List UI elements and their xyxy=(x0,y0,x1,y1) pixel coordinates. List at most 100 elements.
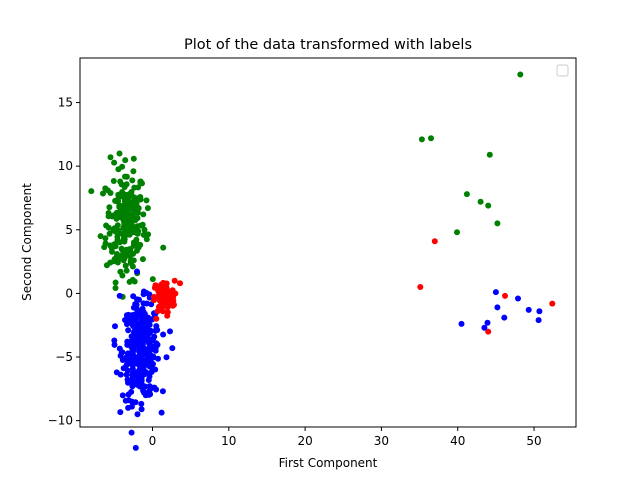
scatter-point xyxy=(130,304,137,311)
scatter-point xyxy=(155,293,162,300)
scatter-point xyxy=(106,204,113,211)
scatter-point xyxy=(137,373,144,380)
x-tick-label: 10 xyxy=(221,434,236,448)
scatter-point xyxy=(129,205,136,212)
y-tick-label: 15 xyxy=(58,96,73,110)
scatter-point xyxy=(134,223,141,230)
scatter-point xyxy=(115,166,122,173)
plot-frame xyxy=(79,57,577,428)
scatter-point xyxy=(417,284,424,290)
scatter-point xyxy=(170,294,177,301)
scatter-point xyxy=(112,197,119,204)
scatter-point xyxy=(117,371,124,378)
scatter-point xyxy=(107,242,114,249)
scatter-point xyxy=(133,236,140,243)
scatter-point xyxy=(137,194,144,200)
scatter-point xyxy=(112,323,118,330)
scatter-point xyxy=(140,358,147,365)
scatter-point xyxy=(105,224,112,231)
scatter-point xyxy=(116,345,123,352)
scatter-point xyxy=(131,184,138,191)
scatter-point xyxy=(117,352,124,359)
scatter-point xyxy=(122,157,129,164)
scatter-point xyxy=(102,235,109,242)
scatter-point xyxy=(116,239,123,246)
scatter-point xyxy=(130,155,137,162)
scatter-point xyxy=(536,308,543,315)
scatter-point xyxy=(130,293,137,300)
chart-title: Plot of the data transformed with labels xyxy=(184,37,472,53)
scatter-point xyxy=(155,355,161,362)
y-tick-label: −10 xyxy=(48,414,73,428)
scatter-point xyxy=(127,358,134,364)
y-axis-ticks: −10 −5 0 5 10 15 xyxy=(48,96,80,428)
scatter-point xyxy=(112,285,119,291)
scatter-point xyxy=(130,194,137,200)
scatter-point xyxy=(431,238,438,245)
scatter-point xyxy=(152,327,159,334)
scatter-point xyxy=(140,300,147,307)
scatter-point xyxy=(147,329,153,336)
scatter-point xyxy=(144,347,151,354)
scatter-point xyxy=(130,242,137,249)
scatter-point xyxy=(125,311,132,318)
scatter-point xyxy=(129,229,136,236)
scatter-point xyxy=(115,191,122,198)
scatter-point xyxy=(121,221,128,227)
scatter-point xyxy=(126,278,133,285)
scatter-point xyxy=(139,221,146,228)
scatter-point xyxy=(109,248,115,255)
scatter-point xyxy=(130,250,137,257)
scatter-point xyxy=(111,341,118,348)
scatter-point xyxy=(125,327,132,334)
scatter-point xyxy=(131,278,138,285)
scatter-point xyxy=(100,190,106,197)
scatter-point xyxy=(97,233,104,240)
scatter-point xyxy=(129,365,136,372)
scatter-point xyxy=(111,337,118,344)
scatter-point xyxy=(124,203,131,209)
scatter-point xyxy=(525,306,532,313)
scatter-point xyxy=(160,244,167,251)
scatter-point xyxy=(122,216,129,223)
scatter-point xyxy=(116,292,123,299)
scatter-point xyxy=(129,177,136,184)
scatter-point xyxy=(111,159,118,166)
legend-box xyxy=(556,64,569,77)
scatter-point xyxy=(88,188,95,195)
scatter-point xyxy=(116,150,123,157)
scatter-point xyxy=(502,292,508,299)
scatter-point xyxy=(169,287,176,294)
scatter-point xyxy=(104,187,111,194)
scatter-point xyxy=(141,311,148,317)
scatter-point xyxy=(428,135,434,142)
scatter-point xyxy=(120,257,127,264)
scatter-point xyxy=(151,297,157,304)
scatter-point xyxy=(486,151,493,158)
scatter-point xyxy=(138,406,145,413)
scatter-point xyxy=(128,189,135,195)
scatter-point xyxy=(494,220,501,227)
scatter-point xyxy=(123,267,130,274)
scatter-point xyxy=(481,324,488,331)
scatter-point xyxy=(477,198,484,205)
scatter-point xyxy=(117,268,124,275)
scatter-point xyxy=(143,236,150,243)
scatter-point xyxy=(128,429,135,436)
scatter-point xyxy=(132,325,139,332)
scatter-point xyxy=(125,379,131,386)
scatter-point xyxy=(113,215,120,222)
scatter-point xyxy=(177,280,183,287)
scatter-point xyxy=(169,345,176,352)
scatter-point xyxy=(107,259,114,266)
scatter-point xyxy=(163,283,170,290)
scatter-point xyxy=(126,246,133,253)
scatter-point xyxy=(129,352,136,358)
scatter-point xyxy=(171,277,178,284)
scatter-point xyxy=(143,290,150,296)
scatter-point xyxy=(128,388,135,395)
scatter-point xyxy=(501,314,508,321)
scatter-point xyxy=(123,371,130,378)
scatter-point xyxy=(145,231,152,238)
scatter-point xyxy=(485,202,492,209)
